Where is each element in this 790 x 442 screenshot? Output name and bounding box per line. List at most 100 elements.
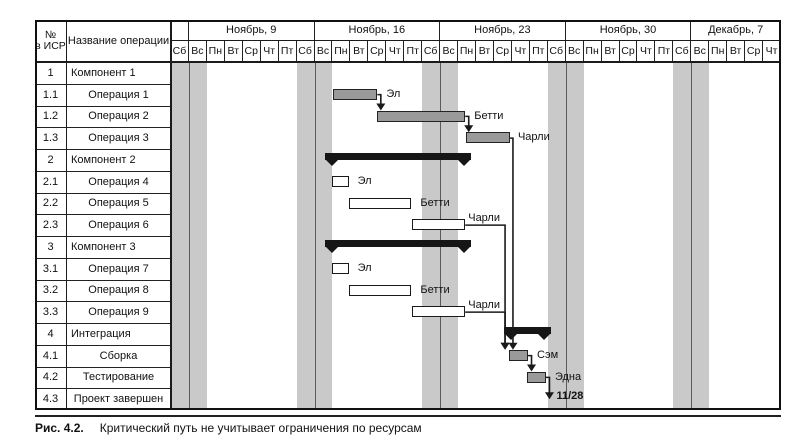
- gantt-bar-task: [348, 284, 412, 296]
- gantt-bar-summary: [325, 152, 471, 160]
- name-cell: Компонент 3: [71, 240, 136, 253]
- day-header-cell: Ср: [619, 40, 638, 62]
- wbs-header-cell: № в ИСР: [35, 20, 66, 62]
- day-header-cell: Ср: [368, 40, 387, 62]
- week-header-cell: Ноябрь, 9: [188, 20, 315, 40]
- week-header-cell: Ноябрь, 16: [314, 20, 441, 40]
- row-separator: [35, 192, 171, 194]
- week-gridline: [440, 62, 442, 410]
- wbs-cell: 4: [47, 327, 54, 340]
- resource-label: Бетти: [474, 109, 504, 122]
- wbs-cell: 2.1: [42, 175, 59, 188]
- week-gridline: [314, 62, 316, 410]
- wbs-cell: 1.1: [42, 88, 59, 101]
- name-cell: Операция 9: [88, 306, 149, 319]
- day-header-cell: Сб: [547, 40, 566, 62]
- week-gridline: [188, 62, 190, 410]
- dependency-links: [376, 93, 554, 400]
- summary-end-triangle: [325, 246, 340, 253]
- wbs-cell: 3.1: [42, 262, 59, 275]
- gantt-bar-summary: [325, 239, 471, 247]
- gantt-bar-critical: [466, 132, 511, 144]
- day-header-cell: Чт: [637, 40, 656, 62]
- gantt-bar-critical: [509, 349, 529, 361]
- row-separator: [35, 366, 171, 368]
- day-header-cell: Вс: [188, 40, 207, 62]
- gantt-bar-task: [331, 262, 349, 274]
- day-header-cell: Вт: [476, 40, 494, 62]
- week-gridline: [565, 62, 567, 410]
- header-bottom-line: [35, 61, 781, 63]
- table-chart-divider: [170, 20, 172, 410]
- wbs-cell: 4.3: [42, 393, 59, 406]
- wbs-cell: 4.2: [42, 371, 59, 384]
- wbs-cell: 2.2: [42, 197, 59, 210]
- figure-caption: Рис. 4.2. Критический путь не учитывает о…: [35, 421, 422, 435]
- day-header-cell: Вс: [440, 40, 459, 62]
- day-header-cell: Вт: [727, 40, 746, 62]
- day-header-cell: Вс: [314, 40, 333, 62]
- gantt-bar-task: [348, 197, 412, 209]
- row-separator: [35, 105, 171, 107]
- row-separator: [35, 323, 171, 324]
- summary-end-triangle: [537, 333, 552, 340]
- name-cell: Сборка: [99, 349, 138, 362]
- day-header-cell: Вт: [350, 40, 369, 62]
- resource-label: Бетти: [420, 283, 450, 296]
- name-cell: Интеграция: [71, 327, 131, 340]
- wbs-cell: 1.3: [42, 132, 59, 145]
- name-cell: Компонент 1: [71, 66, 136, 79]
- day-header-cell: Чт: [511, 40, 530, 62]
- name-cell: Операция 8: [88, 284, 149, 297]
- day-header-cell: Ср: [745, 40, 764, 62]
- week-header-lead-cell: [171, 20, 189, 40]
- gantt-bar-critical: [333, 88, 378, 100]
- day-header-cell: Сб: [422, 40, 441, 62]
- row-separator: [35, 279, 171, 281]
- day-header-cell: Вт: [601, 40, 620, 62]
- wbs-cell: 1: [47, 66, 54, 79]
- wbs-name-divider: [66, 20, 67, 410]
- name-cell: Операция 1: [88, 88, 149, 101]
- row-separator: [35, 127, 171, 129]
- name-cell: Компонент 2: [71, 153, 136, 166]
- resource-label: Эл: [357, 174, 372, 187]
- name-header-cell: Название операции: [66, 20, 171, 62]
- wbs-cell: 3: [47, 240, 54, 253]
- day-header-cell: Пн: [709, 40, 728, 62]
- wbs-cell: 4.1: [42, 349, 59, 362]
- week-header-cell: Ноябрь, 30: [565, 20, 692, 40]
- caption-divider: [35, 415, 781, 417]
- day-header-cell: Пн: [332, 40, 351, 62]
- day-header-cell: Вс: [691, 40, 710, 62]
- name-cell: Операция 4: [88, 175, 149, 188]
- day-header-cell: Вт: [224, 40, 243, 62]
- wbs-cell: 2.3: [42, 219, 59, 232]
- resource-label: Эл: [357, 261, 372, 274]
- row-separator: [35, 257, 171, 259]
- wbs-cell: 3.3: [42, 306, 59, 319]
- name-cell: Операция 3: [88, 132, 149, 145]
- day-header-cell: Пн: [458, 40, 476, 62]
- day-header-cell: Пт: [404, 40, 423, 62]
- name-cell: Проект завершен: [73, 393, 164, 406]
- weekend-band: [547, 62, 584, 410]
- resource-label: Эдна: [554, 370, 582, 383]
- gantt-bar-critical: [377, 110, 466, 122]
- gantt-chart: Ноябрь, 9 Ноябрь, 16 Ноябрь, 23 Ноябрь, 30 Д…: [35, 20, 781, 410]
- figure-caption-text: Критический путь не учитывает ограничени…: [99, 421, 422, 435]
- day-header-cell: Сб: [171, 40, 189, 62]
- day-header-cell: Пт: [278, 40, 297, 62]
- day-header-cell: Вс: [565, 40, 584, 62]
- day-header-cell: Сб: [296, 40, 315, 62]
- name-cell: Операция 6: [88, 219, 149, 232]
- name-cell: Тестирование: [82, 371, 155, 384]
- row-separator: [35, 83, 171, 85]
- resource-label: Эл: [386, 87, 401, 100]
- row-separator: [35, 170, 171, 172]
- row-separator: [35, 344, 171, 346]
- figure-number: Рис. 4.2.: [35, 421, 84, 435]
- summary-end-triangle: [456, 159, 471, 166]
- row-separator: [35, 236, 171, 237]
